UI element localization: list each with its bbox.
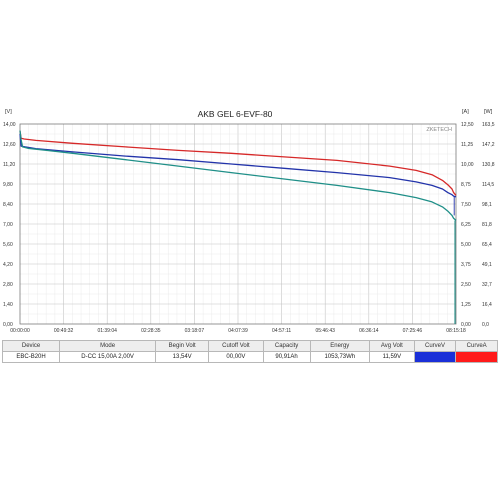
y-tick-label-v: 12,60	[3, 142, 16, 148]
x-tick-label: 01:39:04	[97, 328, 117, 334]
curve-v-swatch	[413, 351, 457, 363]
summary-table: Device Mode Begin Volt Cutoff Volt Capac…	[1, 340, 498, 363]
series-line-blue	[19, 133, 457, 198]
summary-header-row: Device Mode Begin Volt Cutoff Volt Capac…	[1, 340, 498, 352]
x-tick-label: 00:49:32	[54, 328, 74, 334]
y-tick-label-w: 114,5	[482, 182, 494, 188]
y-tick-label-v: 8,40	[3, 202, 13, 208]
value-device: EBC-B20H	[1, 351, 61, 363]
value-energy: 1053,73Wh	[309, 351, 371, 363]
x-tick-label: 06:36:14	[359, 328, 379, 334]
curve-a-swatch	[455, 351, 498, 363]
y-tick-label-v: 7,00	[3, 222, 13, 228]
header-curve-a: CurveA	[455, 340, 498, 352]
chart-title: AKB GEL 6-EVF-80	[198, 109, 273, 119]
y-tick-label-v: 5,60	[3, 242, 13, 248]
tick-labels: 00:00:00 00:49:32 01:39:04 02:28:35 03:18:07…	[3, 122, 495, 334]
y-tick-label-a: 1,25	[461, 302, 471, 308]
right-axis-unit-a: [A]	[462, 109, 469, 115]
y-tick-label-a: 3,75	[461, 262, 471, 268]
y-tick-label-w: 130,8	[482, 162, 495, 168]
series-line-red	[19, 131, 457, 196]
header-device: Device	[1, 340, 61, 352]
y-tick-label-v: 9,80	[3, 182, 13, 188]
y-tick-label-w: 147,2	[482, 142, 495, 148]
y-tick-label-w: 49,1	[482, 262, 492, 268]
header-capacity: Capacity	[262, 340, 311, 352]
value-capacity: 90,91Ah	[262, 351, 311, 363]
y-tick-label-a: 7,50	[461, 202, 471, 208]
x-tick-label: 03:18:07	[185, 328, 205, 334]
y-tick-label-v: 1,40	[3, 302, 13, 308]
y-tick-label-a: 8,75	[461, 182, 471, 188]
series-group	[19, 130, 457, 324]
value-mode: D-CC 15,00A 2,00V	[59, 351, 157, 363]
y-tick-label-v: 0,00	[3, 322, 13, 328]
y-tick-label-a: 6,25	[461, 222, 471, 228]
header-mode: Mode	[59, 340, 157, 352]
header-curve-v: CurveV	[413, 340, 457, 352]
left-axis-unit: [V]	[5, 109, 12, 115]
grid	[20, 124, 456, 324]
x-tick-label: 04:57:11	[272, 328, 291, 334]
x-tick-label: 04:07:39	[228, 328, 248, 334]
x-tick-label: 00:00:00	[10, 328, 30, 334]
plot-area-border	[19, 123, 457, 325]
y-tick-label-w: 0,0	[482, 322, 489, 328]
y-tick-label-w: 163,5	[482, 122, 495, 128]
watermark: ZKETECH	[426, 127, 452, 133]
x-tick-label: 05:46:43	[315, 328, 335, 334]
y-tick-label-w: 81,8	[482, 222, 492, 228]
y-tick-label-v: 2,80	[3, 282, 13, 288]
y-tick-label-w: 65,4	[482, 242, 492, 248]
y-tick-label-w: 32,7	[482, 282, 492, 288]
y-tick-label-a: 11,25	[461, 142, 473, 148]
series-line-teal	[19, 130, 457, 221]
header-energy: Energy	[309, 340, 371, 352]
y-tick-label-a: 0,00	[461, 322, 471, 328]
y-tick-label-v: 14,00	[3, 122, 16, 128]
y-tick-label-a: 5,00	[461, 242, 471, 248]
header-avg-volt: Avg Volt	[369, 340, 415, 352]
summary-value-row: EBC-B20H D-CC 15,00A 2,00V 13,54V 00,00V…	[1, 351, 498, 363]
y-tick-label-w: 16,4	[482, 302, 492, 308]
right-axis-unit-w: [W]	[484, 109, 493, 115]
value-cutoff-volt: 00,00V	[208, 351, 264, 363]
header-cutoff-volt: Cutoff Volt	[208, 340, 264, 352]
header-begin-volt: Begin Volt	[155, 340, 210, 352]
y-tick-label-a: 12,50	[461, 122, 474, 128]
x-tick-label: 02:28:35	[141, 328, 161, 334]
x-tick-label: 07:25:46	[403, 328, 423, 334]
y-tick-label-v: 4,20	[3, 262, 13, 268]
y-tick-label-w: 98,1	[482, 202, 492, 208]
value-avg-volt: 11,59V	[369, 351, 415, 363]
value-begin-volt: 13,54V	[155, 351, 210, 363]
y-tick-label-a: 2,50	[461, 282, 471, 288]
y-tick-label-v: 11,20	[3, 162, 15, 168]
x-tick-label: 08:15:18	[446, 328, 466, 334]
y-tick-label-a: 10,00	[461, 162, 474, 168]
